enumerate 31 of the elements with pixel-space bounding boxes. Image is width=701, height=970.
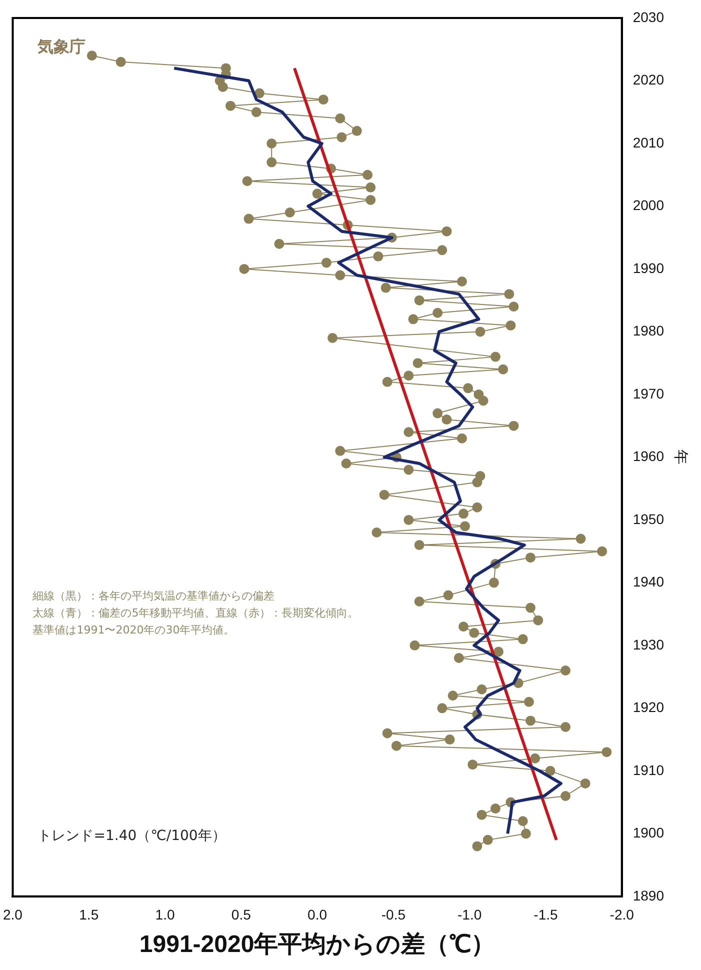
annotation: 気象庁 — [36, 37, 86, 56]
y-axis-title: 年 — [672, 450, 689, 465]
annotation: 太線（青）：偏差の5年移動平均値、直線（赤）：長期変化傾向。 — [32, 606, 359, 620]
x-tick-label: 0.0 — [308, 906, 328, 923]
y-tick-label: 2030 — [632, 8, 664, 25]
y-tick-label: 1950 — [632, 510, 664, 527]
y-tick-label: 2010 — [632, 134, 664, 150]
y-tick-label: 2000 — [632, 197, 664, 214]
y-tick-label: 1980 — [632, 322, 664, 339]
x-tick-label: -0.5 — [381, 906, 406, 923]
x-tick-label: 2.0 — [2, 906, 23, 923]
y-tick-label: 1940 — [632, 574, 664, 590]
x-tick-label: -1.0 — [458, 906, 482, 923]
y-tick-label: 2020 — [632, 72, 664, 88]
y-tick-label: 1990 — [632, 260, 664, 276]
y-tick-label: 1970 — [632, 385, 664, 402]
x-tick-label: -1.5 — [534, 906, 558, 923]
y-tick-label: 1960 — [632, 448, 664, 464]
x-tick-label: 1.5 — [79, 906, 99, 923]
y-tick-label: 1900 — [632, 824, 664, 841]
y-tick-label: 1930 — [632, 636, 664, 652]
x-axis-title: 1991-2020年平均からの差（℃） — [139, 931, 496, 958]
y-tick-label: 1890 — [632, 887, 664, 904]
x-tick-label: 0.5 — [231, 906, 252, 923]
annotation: トレンド=1.40（℃/100年） — [38, 828, 226, 844]
x-tick-label: 1.0 — [155, 906, 175, 923]
y-tick-label: 1920 — [632, 699, 664, 716]
x-tick-label: -2.0 — [610, 906, 634, 923]
annotation: 基準値は1991〜2020年の30年平均値。 — [32, 623, 235, 636]
annotation: 細線（黒）：各年の平均気温の基準値からの偏差 — [32, 589, 275, 602]
y-tick-label: 1910 — [632, 762, 664, 778]
